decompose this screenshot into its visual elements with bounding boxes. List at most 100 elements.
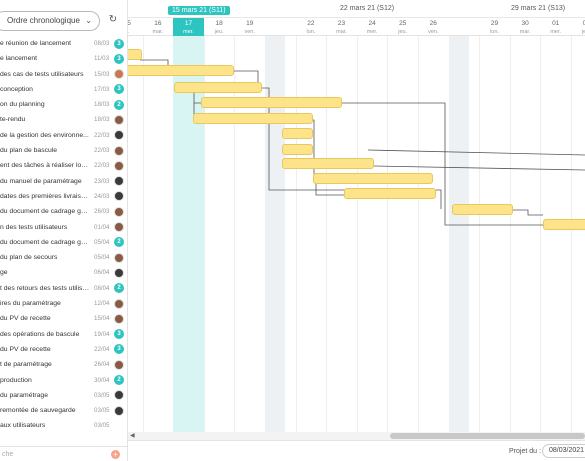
task-row[interactable]: ires du paramétrage 12/04: [0, 296, 127, 311]
assignee-count-badge[interactable]: 3: [114, 84, 124, 95]
avatar[interactable]: [114, 252, 124, 263]
task-date: 06/04: [94, 269, 110, 277]
task-bar[interactable]: [128, 65, 234, 76]
task-date: 22/03: [94, 147, 110, 155]
assignee-count-badge[interactable]: 3: [114, 38, 124, 49]
avatar[interactable]: [114, 222, 124, 233]
task-row[interactable]: production 30/04 2: [0, 373, 127, 388]
assignee-count-badge[interactable]: 2: [114, 375, 124, 386]
avatar[interactable]: [114, 313, 124, 324]
avatar[interactable]: [114, 191, 124, 202]
task-row[interactable]: e lancement 11/03 3: [0, 51, 127, 66]
day-number: 22: [307, 20, 315, 27]
task-date: 08/03: [94, 40, 110, 47]
assignee-count-badge[interactable]: 3: [114, 329, 124, 340]
assignee-count-badge[interactable]: 3: [114, 344, 124, 355]
task-row[interactable]: de la gestion des environne... 22/03: [0, 128, 127, 143]
day-number: 26: [429, 20, 437, 27]
task-row[interactable]: aux utilisateurs 03/05: [0, 418, 127, 433]
day-number: 17: [184, 20, 193, 27]
task-row[interactable]: e réunion de lancement 08/03 3: [0, 36, 127, 51]
day-number: 29: [490, 20, 499, 27]
task-date: 03/05: [94, 422, 110, 430]
task-bar[interactable]: [174, 82, 262, 93]
day-header-cell: 25 jeu.: [387, 18, 418, 36]
task-sidebar: Ordre chronologique ⌄ ↻ e réunion de lan…: [0, 0, 128, 461]
task-row[interactable]: du PV de recette 15/04: [0, 311, 127, 326]
assignee-count-badge[interactable]: 2: [114, 99, 124, 110]
task-row[interactable]: du manuel de paramétrage 23/03: [0, 174, 127, 189]
task-bar[interactable]: [452, 204, 513, 215]
horizontal-scrollbar[interactable]: ◀: [128, 432, 585, 440]
footer-bar: Projet du : 08/03/2021: [128, 440, 585, 461]
task-date: 22/04: [94, 345, 110, 353]
avatar[interactable]: [114, 176, 124, 187]
task-bar[interactable]: [313, 173, 433, 184]
avatar[interactable]: [114, 130, 124, 141]
avatar[interactable]: [114, 160, 124, 171]
grid-line: [479, 36, 481, 432]
task-row[interactable]: des cas de tests utilisateurs 15/03: [0, 67, 127, 82]
task-bar[interactable]: [282, 128, 313, 139]
avatar[interactable]: [114, 206, 124, 217]
task-row[interactable]: t des retours des tests utilisa... 08/04 2: [0, 281, 127, 296]
task-name: n des tests utilisateurs: [0, 223, 68, 231]
task-row[interactable]: on du planning 18/03 2: [0, 97, 127, 112]
task-name: t des retours des tests utilisa...: [0, 284, 90, 292]
search-input[interactable]: che: [0, 446, 127, 461]
task-row[interactable]: des opérations de bascule 19/04 3: [0, 327, 127, 342]
project-date-field[interactable]: 08/03/2021: [542, 444, 585, 458]
task-row[interactable]: ent des tâches à réaliser lors... 22/03: [0, 158, 127, 173]
avatar[interactable]: [114, 390, 124, 401]
grid-line: [387, 36, 389, 432]
avatar[interactable]: [114, 69, 124, 80]
assignee-count-badge[interactable]: 3: [114, 53, 124, 64]
assignee-count-badge[interactable]: 2: [114, 237, 124, 248]
task-name: du manuel de paramétrage: [0, 177, 82, 185]
scroll-thumb[interactable]: [390, 433, 585, 439]
task-row[interactable]: du plan de secours 05/04: [0, 250, 127, 265]
task-name: aux utilisateurs: [0, 422, 46, 430]
scroll-left-icon[interactable]: ◀: [130, 433, 135, 439]
refresh-icon[interactable]: ↻: [108, 14, 118, 25]
task-name: production: [0, 376, 32, 384]
task-row[interactable]: du document de cadrage gé... 26/03: [0, 204, 127, 219]
task-bar[interactable]: [201, 97, 342, 108]
avatar[interactable]: [114, 114, 124, 125]
sort-order-select[interactable]: Ordre chronologique ⌄: [0, 11, 100, 31]
task-bar[interactable]: [193, 113, 313, 124]
weekday-label: lun.: [306, 29, 316, 35]
avatar[interactable]: [114, 359, 124, 370]
task-row[interactable]: du document de cadrage gé... 05/04 2: [0, 235, 127, 250]
avatar[interactable]: [114, 267, 124, 278]
task-name: e réunion de lancement: [0, 40, 72, 47]
add-task-icon[interactable]: +: [111, 450, 120, 459]
project-date-value: 08/03/2021: [549, 447, 585, 454]
weekday-label: mar.: [519, 29, 531, 35]
assignee-count-badge[interactable]: 2: [114, 283, 124, 294]
task-row[interactable]: du plan de bascule 22/03: [0, 143, 127, 158]
task-row[interactable]: n des tests utilisateurs 01/04: [0, 220, 127, 235]
task-bar[interactable]: [543, 219, 585, 230]
task-name: du plan de secours: [0, 254, 58, 262]
task-bar[interactable]: [282, 158, 374, 169]
day-number: 18: [215, 20, 223, 27]
day-header-cell: 17 mer.: [173, 18, 204, 36]
task-bar[interactable]: [344, 188, 436, 199]
task-row[interactable]: conception 17/03 3: [0, 82, 127, 97]
avatar[interactable]: [114, 145, 124, 156]
task-date: 15/04: [94, 315, 110, 323]
avatar[interactable]: [114, 298, 124, 309]
task-row[interactable]: remontée de sauvegarde 03/05: [0, 403, 127, 418]
task-row[interactable]: dates des premières livraiso... 24/03: [0, 189, 127, 204]
task-row[interactable]: te-rendu 18/03: [0, 112, 127, 127]
task-row[interactable]: du PV de recette 22/04 3: [0, 342, 127, 357]
day-header-cell: 29 lun.: [479, 18, 510, 36]
task-row[interactable]: du paramétrage 03/05: [0, 388, 127, 403]
task-row[interactable]: ge 06/04: [0, 265, 127, 280]
task-bar[interactable]: [128, 49, 142, 60]
task-bar[interactable]: [282, 144, 313, 155]
task-name: te-rendu: [0, 116, 26, 124]
avatar[interactable]: [114, 405, 124, 416]
task-row[interactable]: t de paramétrage 26/04: [0, 357, 127, 372]
